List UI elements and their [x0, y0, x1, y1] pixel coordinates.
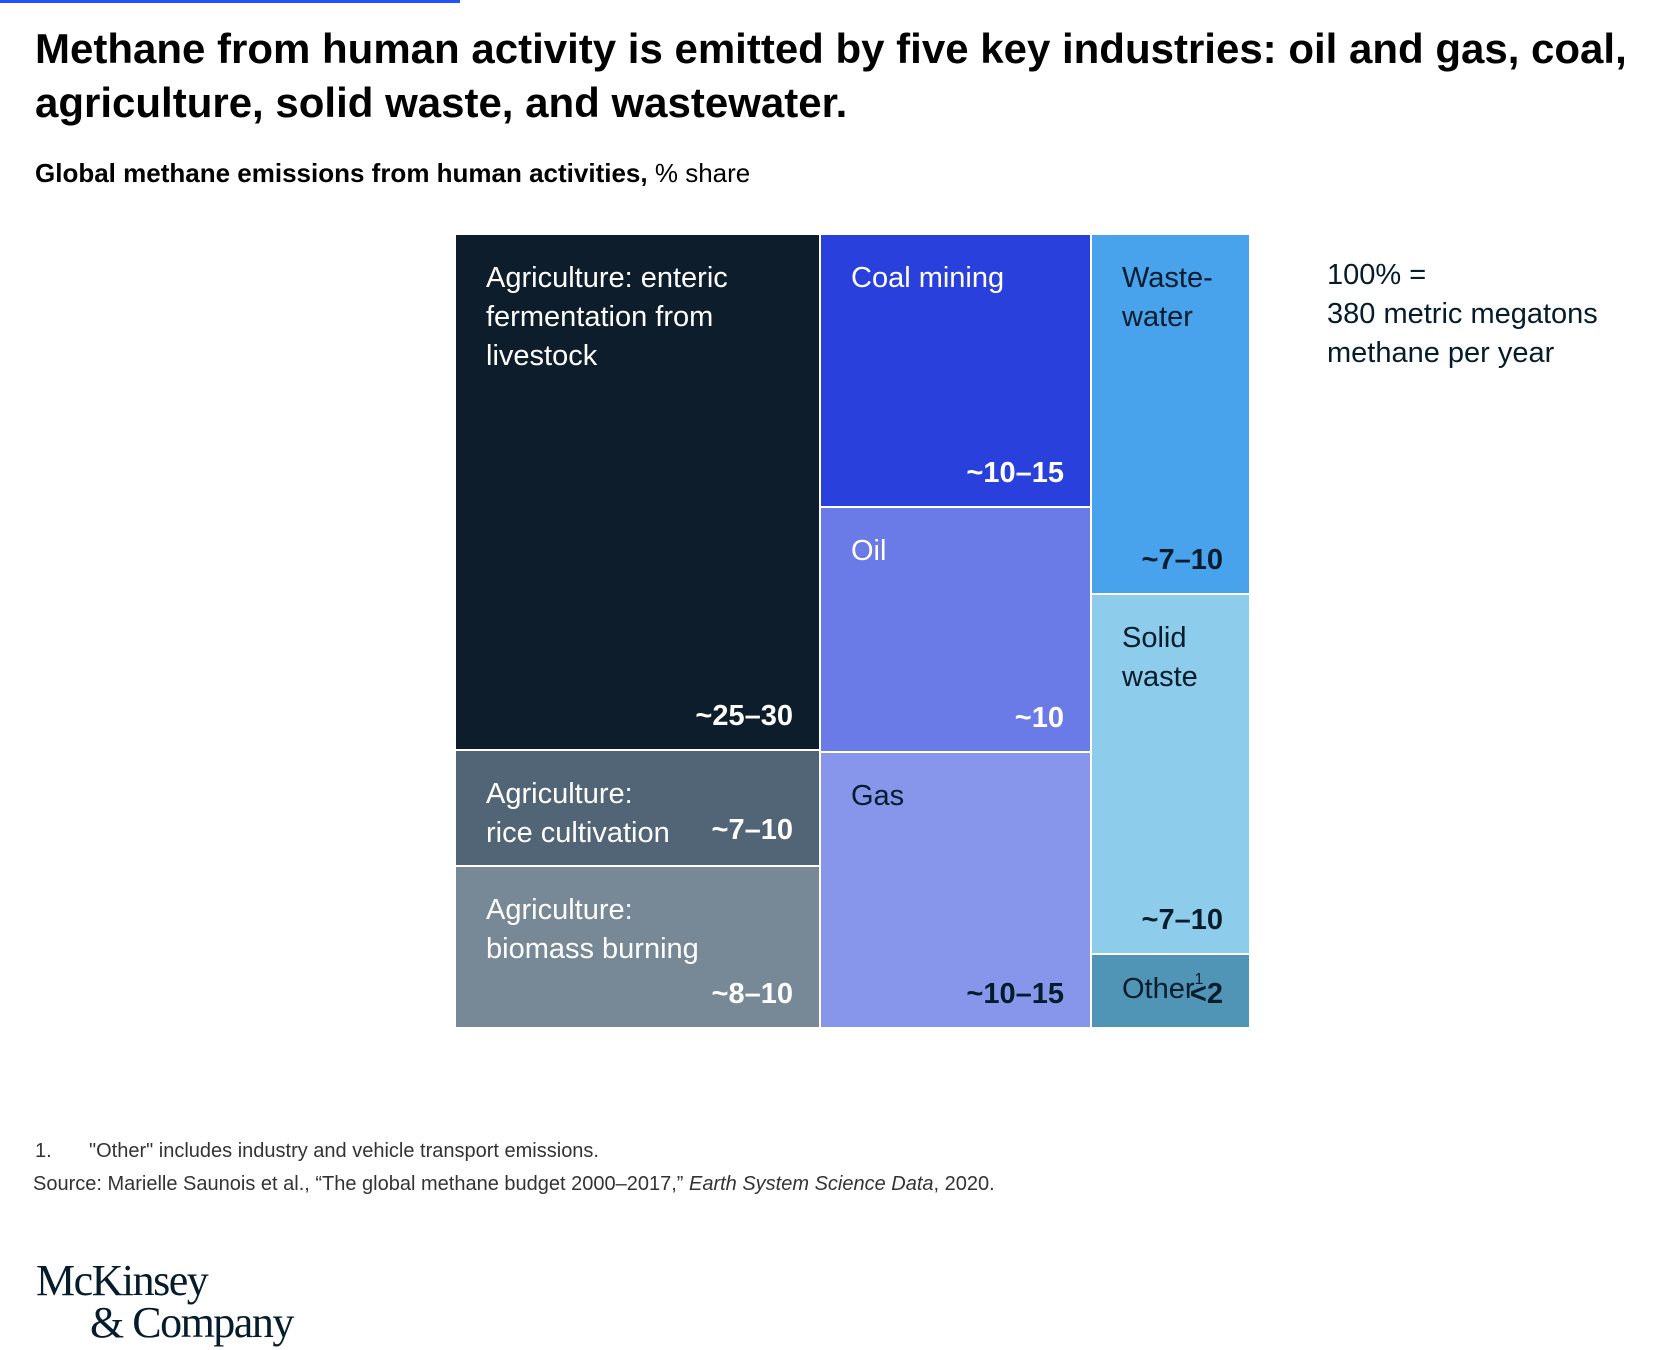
cell-label-solid-waste: Solid waste [1122, 622, 1198, 693]
total-annotation: 100% = 380 metric megatons methane per y… [1327, 259, 1598, 369]
logo-line-1: McKinsey [36, 1256, 209, 1305]
cell-label-other: Other1 [1122, 960, 1203, 1009]
treemap-cell-biomass: Agriculture: biomass burning ~8–10 [455, 866, 820, 1028]
cell-label-biomass: Agriculture: biomass burning [486, 894, 699, 965]
treemap-cell-solid-waste: Solid waste ~7–10 [1091, 594, 1250, 954]
cell-value-rice: ~7–10 [711, 814, 793, 846]
cell-label-enteric: Agriculture: enteric fermentation from l… [486, 262, 728, 372]
source-prefix: Source: Marielle Saunois et al., “The gl… [33, 1173, 689, 1195]
cell-label-coal: Coal mining [851, 262, 1005, 294]
treemap-cell-wastewater: Waste- water ~7–10 [1091, 234, 1250, 594]
footnote-marker: 1 [1194, 971, 1204, 988]
treemap-cell-gas: Gas ~10–15 [820, 752, 1091, 1028]
cell-value-gas: ~10–15 [966, 978, 1064, 1010]
top-accent-rule [0, 0, 460, 3]
cell-value-coal: ~10–15 [966, 457, 1064, 489]
treemap-cell-enteric: Agriculture: enteric fermentation from l… [455, 234, 820, 750]
cell-value-solid-waste: ~7–10 [1141, 904, 1223, 936]
chart-title: Methane from human activity is emitted b… [35, 25, 1627, 126]
cell-value-biomass: ~8–10 [711, 978, 793, 1010]
footnote-text: "Other" includes industry and vehicle tr… [89, 1140, 599, 1162]
source-suffix: , 2020. [933, 1173, 995, 1195]
subtitle-unit: % share [647, 158, 751, 188]
treemap-cell-rice: Agriculture: rice cultivation ~7–10 [455, 750, 820, 866]
treemap-cell-coal: Coal mining ~10–15 [820, 234, 1091, 507]
chart-subtitle: Global methane emissions from human acti… [35, 156, 750, 190]
cell-label-rice: Agriculture: rice cultivation [486, 778, 670, 849]
cell-label-oil: Oil [851, 535, 887, 567]
cell-label-wastewater: Waste- water [1122, 262, 1213, 333]
treemap-cell-oil: Oil ~10 [820, 507, 1091, 752]
cell-value-enteric: ~25–30 [695, 700, 793, 732]
source-journal: Earth System Science Data [688, 1173, 934, 1195]
cell-value-oil: ~10 [1014, 702, 1064, 734]
cell-label-gas: Gas [851, 780, 905, 812]
mckinsey-logo: McKinsey & Company [36, 1259, 294, 1347]
treemap-cell-other: Other1 <2 [1091, 954, 1250, 1028]
cell-value-other: <2 [1189, 978, 1223, 1010]
methane-treemap: Agriculture: enteric fermentation from l… [455, 234, 1300, 1078]
subtitle-measure: Global methane emissions from human acti… [35, 158, 648, 188]
source-note: Source: Marielle Saunois et al., “The gl… [33, 1171, 995, 1197]
footnote: 1. "Other" includes industry and vehicle … [35, 1138, 599, 1164]
logo-line-2: & Company [90, 1298, 294, 1347]
footnote-number: 1. [35, 1140, 52, 1162]
cell-label-other-text: Other [1122, 973, 1195, 1005]
cell-value-wastewater: ~7–10 [1141, 544, 1223, 576]
